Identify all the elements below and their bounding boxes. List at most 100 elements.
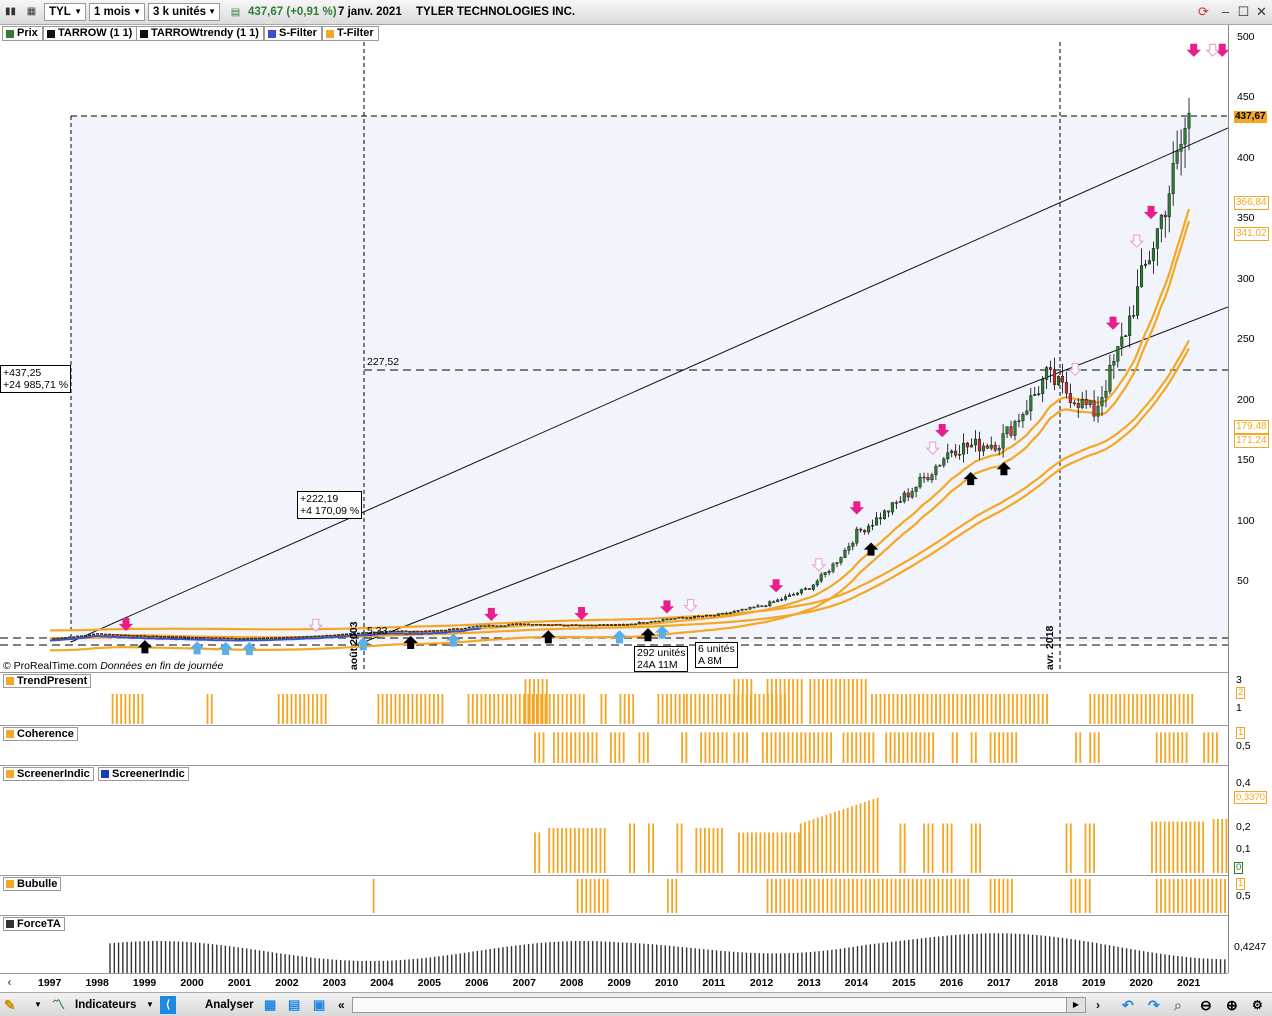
price-chart[interactable]	[0, 42, 1228, 672]
candle	[1029, 395, 1033, 412]
candle	[202, 637, 206, 639]
candle	[649, 621, 653, 623]
panel-tick: 0,5	[1236, 890, 1251, 902]
panel-label-screener[interactable]: ScreenerIndic	[3, 767, 94, 781]
forceta-bar	[809, 951, 812, 973]
legend-item-sfilter[interactable]: S-Filter	[264, 26, 322, 41]
screener-bar	[834, 811, 836, 873]
legend-item-tfilter[interactable]: T-Filter	[322, 26, 379, 41]
refresh-icon[interactable]: ⟳	[1198, 4, 1209, 19]
share-icon[interactable]: ⟨	[160, 996, 176, 1014]
panel-label-coherence[interactable]: Coherence	[3, 727, 78, 741]
screener-bar	[1088, 823, 1091, 873]
year-tick: 2013	[797, 977, 821, 989]
screener-bar	[855, 804, 858, 873]
panel-tick: 0,4247	[1234, 941, 1267, 953]
candle	[412, 630, 416, 633]
bubulle-bar	[1084, 878, 1087, 913]
legend-item-tarrow[interactable]: TARROW (1 1)	[43, 26, 138, 41]
panel-label-bubulle[interactable]: Bubulle	[3, 877, 62, 891]
redo-icon[interactable]: ↷	[1148, 997, 1160, 1013]
period-select[interactable]: 1 mois ▼	[89, 3, 145, 21]
coherence-bar	[1185, 732, 1188, 763]
candles-icon[interactable]: ▮▮	[4, 6, 16, 17]
forceta-bar	[485, 949, 487, 973]
candle	[973, 438, 977, 446]
print-icon[interactable]: ▣	[313, 997, 326, 1012]
forceta-bar	[544, 942, 547, 973]
candle	[277, 637, 281, 639]
indicators-button[interactable]: Indicateurs	[75, 999, 137, 1011]
panel-label-forceta[interactable]: ForceTA	[3, 917, 65, 931]
screener-bar	[1084, 823, 1087, 873]
chevron-down-icon: ▼	[74, 7, 82, 16]
time-scrollbar[interactable]: ▶	[352, 997, 1086, 1013]
candle	[321, 635, 325, 637]
candle	[258, 637, 262, 640]
trendpresent-bar	[548, 694, 551, 724]
panel-label-screener-2[interactable]: ScreenerIndic	[98, 767, 189, 781]
bubulle-bar	[873, 878, 876, 913]
candle	[795, 592, 799, 595]
forceta-bar	[395, 960, 397, 973]
screener-bar	[738, 832, 740, 873]
close-icon[interactable]: ✕	[1256, 4, 1267, 19]
indicator-panels[interactable]	[0, 673, 1228, 973]
candle	[305, 635, 309, 638]
forceta-bar	[152, 941, 154, 973]
trendpresent-bar	[724, 694, 727, 724]
forceta-bar	[694, 948, 696, 973]
analyser-button[interactable]: Analyser	[205, 999, 254, 1011]
candle	[645, 622, 649, 624]
panel-label-trendpresent[interactable]: TrendPresent	[3, 674, 92, 688]
draw-tool-icon[interactable]: ✎	[4, 997, 16, 1013]
quote-date: 7 janv. 2021	[338, 6, 402, 18]
legend-item-tarrowtrendy[interactable]: TARROWtrendy (1 1)	[136, 26, 264, 41]
scroll-right-icon[interactable]: ›	[1096, 998, 1100, 1012]
scroll-right-icon[interactable]: ▶	[1066, 998, 1085, 1012]
chevron-down-icon[interactable]: ▼	[34, 1000, 42, 1009]
candle	[230, 637, 234, 640]
forceta-bar	[882, 942, 884, 973]
candle	[1132, 315, 1136, 317]
legend-item-prix[interactable]: Prix	[2, 26, 43, 41]
screener-bar	[816, 817, 819, 873]
maximize-icon[interactable]: ☐	[1237, 4, 1250, 19]
candle	[732, 611, 736, 613]
coherence-bar	[783, 732, 786, 763]
forceta-bar	[1002, 933, 1004, 973]
price-axis[interactable]	[1228, 25, 1272, 973]
forceta-bar	[502, 947, 504, 973]
bubulle-bar	[602, 878, 605, 913]
candle	[495, 625, 499, 628]
trendpresent-bar	[796, 679, 799, 724]
grid-icon[interactable]: ▦	[264, 997, 277, 1012]
chevron-down-icon[interactable]: ▼	[146, 1000, 154, 1009]
symbol-select[interactable]: TYL ▼	[44, 3, 86, 21]
layout-icon[interactable]: ▦	[26, 6, 37, 17]
zoom-out-icon[interactable]: ⊖	[1200, 997, 1212, 1013]
forceta-bar	[271, 952, 274, 973]
settings-icon[interactable]: ⚙	[1252, 998, 1263, 1012]
coherence-bar	[587, 732, 590, 763]
units-select[interactable]: 3 k unités ▼	[148, 3, 220, 21]
undo-icon[interactable]: ↶	[1122, 997, 1134, 1013]
candle	[855, 528, 859, 544]
window-icon[interactable]: ▤	[288, 997, 301, 1012]
trendpresent-bar	[1093, 694, 1096, 724]
minimize-icon[interactable]: –	[1221, 4, 1230, 19]
coherence-bar	[553, 732, 555, 763]
forceta-bar	[1104, 944, 1106, 973]
trendpresent-bar	[728, 694, 731, 724]
candle	[428, 630, 432, 632]
zoom-in-icon[interactable]: ⊕	[1226, 997, 1238, 1013]
zoom-reset-icon[interactable]: ⌕	[1174, 997, 1182, 1013]
scroll-left-icon[interactable]: «	[338, 998, 345, 1012]
trendpresent-bar	[428, 694, 431, 724]
candle	[1021, 414, 1025, 422]
sell-arrow-icon	[768, 579, 784, 593]
scroll-left-icon[interactable]: ‹	[7, 975, 12, 989]
indicators-icon[interactable]: 〽	[52, 997, 66, 1012]
panel-swatch	[6, 677, 14, 685]
candle	[420, 630, 424, 633]
